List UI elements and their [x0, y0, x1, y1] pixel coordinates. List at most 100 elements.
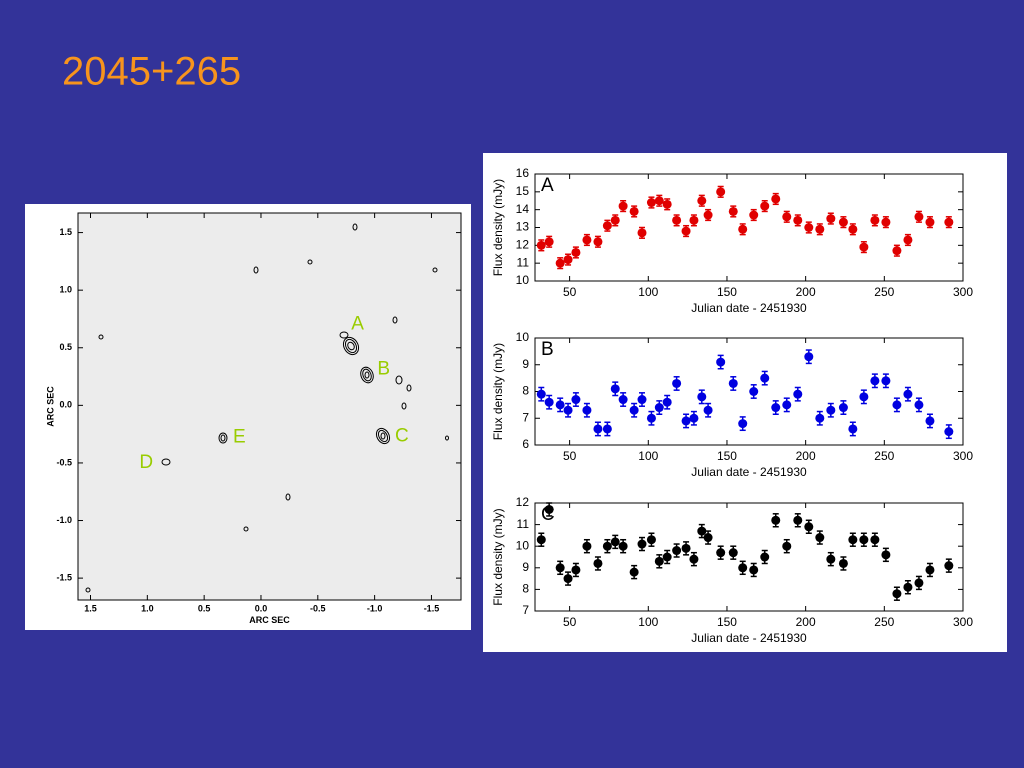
data-point: [793, 215, 803, 225]
data-point: [738, 563, 748, 573]
data-point: [536, 535, 546, 545]
data-point: [697, 392, 707, 402]
data-point: [637, 395, 647, 405]
y-tick-label: 1.5: [59, 227, 72, 237]
data-point: [697, 526, 707, 536]
data-point: [618, 201, 628, 211]
data-point: [703, 533, 713, 543]
data-point: [662, 552, 672, 562]
data-point: [728, 206, 738, 216]
data-point: [716, 548, 726, 558]
data-point: [544, 504, 554, 514]
data-point: [681, 226, 691, 236]
data-point: [637, 539, 647, 549]
data-point: [859, 392, 869, 402]
x-tick-label: 50: [563, 615, 577, 629]
y-tick-label: 10: [516, 273, 530, 287]
x-tick-label: 100: [638, 615, 658, 629]
data-point: [826, 405, 836, 415]
x-tick-label: 300: [953, 615, 973, 629]
y-axis-label: Flux density (mJy): [491, 179, 505, 276]
data-point: [838, 217, 848, 227]
x-tick-label: 200: [796, 449, 816, 463]
y-axis-label: Flux density (mJy): [491, 508, 505, 605]
data-point: [815, 224, 825, 234]
data-point: [654, 556, 664, 566]
data-point: [925, 565, 935, 575]
data-point: [672, 546, 682, 556]
data-point: [544, 397, 554, 407]
data-point: [681, 416, 691, 426]
data-point: [563, 574, 573, 584]
x-tick-label: 100: [638, 449, 658, 463]
source-label: D: [139, 452, 153, 473]
data-point: [738, 224, 748, 234]
y-tick-label: 9: [522, 357, 529, 371]
data-point: [771, 403, 781, 413]
data-point: [716, 187, 726, 197]
x-tick-label: 1.5: [84, 603, 97, 613]
slide-title: 2045+265: [62, 50, 241, 94]
data-point: [760, 552, 770, 562]
data-point: [826, 214, 836, 224]
data-point: [782, 541, 792, 551]
data-point: [555, 400, 565, 410]
data-point: [716, 357, 726, 367]
data-point: [602, 424, 612, 434]
data-point: [662, 397, 672, 407]
data-point: [749, 565, 759, 575]
y-tick-label: 10: [516, 538, 530, 552]
data-point: [555, 258, 565, 268]
x-axis-label: Julian date - 2451930: [691, 631, 807, 645]
y-tick-label: -1.0: [56, 515, 72, 525]
data-point: [870, 535, 880, 545]
data-point: [881, 376, 891, 386]
x-tick-label: 200: [796, 285, 816, 299]
y-tick-label: 8: [522, 582, 529, 596]
x-tick-label: 250: [874, 615, 894, 629]
x-tick-label: -1.5: [424, 603, 440, 613]
y-tick-label: -0.5: [56, 457, 72, 467]
data-point: [602, 221, 612, 231]
y-tick-label: 15: [516, 184, 530, 198]
data-point: [782, 400, 792, 410]
data-point: [749, 387, 759, 396]
x-tick-label: -1.0: [367, 603, 383, 613]
data-point: [914, 578, 924, 588]
y-axis-label: ARC SEC: [45, 386, 55, 427]
data-point: [848, 224, 858, 234]
x-tick-label: 50: [563, 285, 577, 299]
data-point: [654, 403, 664, 413]
data-point: [582, 541, 592, 551]
data-point: [749, 210, 759, 220]
data-point: [582, 405, 592, 415]
data-point: [925, 217, 935, 227]
x-tick-label: 150: [717, 449, 737, 463]
y-tick-label: 7: [522, 410, 529, 424]
panel-label: B: [541, 339, 554, 360]
data-point: [892, 246, 902, 256]
data-point: [629, 206, 639, 216]
y-tick-label: 10: [516, 330, 530, 344]
data-point: [838, 558, 848, 568]
x-tick-label: 300: [953, 285, 973, 299]
data-point: [914, 212, 924, 222]
data-point: [881, 550, 891, 560]
data-point: [804, 522, 814, 532]
data-point: [571, 565, 581, 575]
x-axis-label: Julian date - 2451930: [691, 465, 807, 479]
data-point: [697, 196, 707, 206]
x-tick-label: 200: [796, 615, 816, 629]
x-tick-label: 0.0: [255, 603, 268, 613]
data-point: [892, 400, 902, 410]
y-tick-label: 12: [516, 495, 530, 509]
x-tick-label: -0.5: [310, 603, 326, 613]
x-tick-label: 50: [563, 449, 577, 463]
source-label: A: [351, 314, 364, 335]
data-point: [728, 548, 738, 558]
data-point: [689, 554, 699, 564]
data-point: [793, 515, 803, 525]
data-point: [870, 376, 880, 386]
data-point: [536, 389, 546, 399]
data-point: [738, 419, 748, 429]
